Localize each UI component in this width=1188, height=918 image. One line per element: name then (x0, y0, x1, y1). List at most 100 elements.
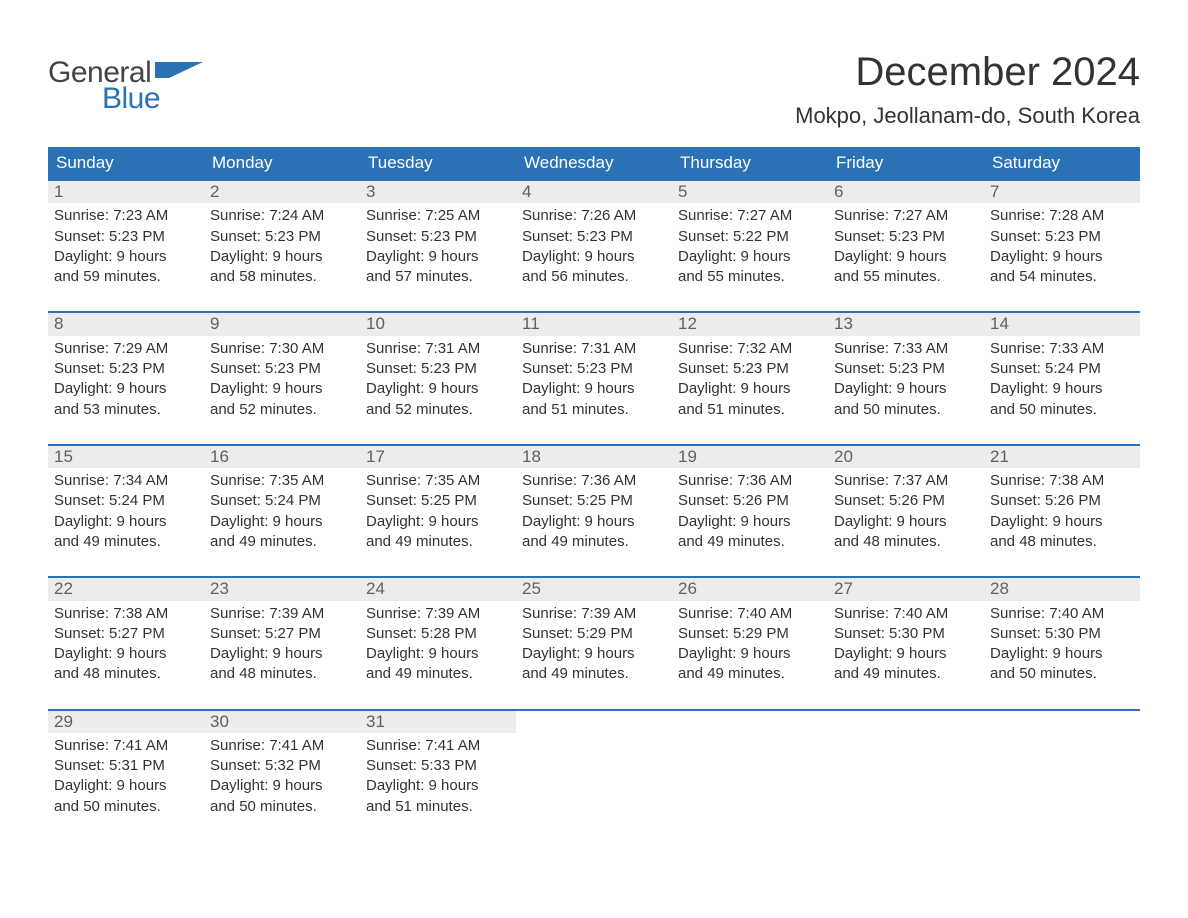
daylight-line-1: Daylight: 9 hours (834, 247, 978, 267)
daylight-line-2: and 50 minutes. (990, 664, 1134, 684)
day-cell: 2Sunrise: 7:24 AMSunset: 5:23 PMDaylight… (204, 181, 360, 289)
sunset-line: Sunset: 5:25 PM (366, 491, 510, 511)
day-body: Sunrise: 7:35 AMSunset: 5:24 PMDaylight:… (204, 468, 360, 554)
sunrise-line: Sunrise: 7:38 AM (54, 604, 198, 624)
week-row: 29Sunrise: 7:41 AMSunset: 5:31 PMDayligh… (48, 709, 1140, 819)
sunrise-line: Sunrise: 7:23 AM (54, 206, 198, 226)
day-number: 6 (828, 181, 984, 203)
sunset-line: Sunset: 5:27 PM (210, 624, 354, 644)
day-number: 18 (516, 446, 672, 468)
day-number: 9 (204, 313, 360, 335)
daylight-line-1: Daylight: 9 hours (366, 247, 510, 267)
day-cell: 21Sunrise: 7:38 AMSunset: 5:26 PMDayligh… (984, 446, 1140, 554)
daylight-line-1: Daylight: 9 hours (210, 247, 354, 267)
day-body: Sunrise: 7:39 AMSunset: 5:27 PMDaylight:… (204, 601, 360, 687)
daylight-line-2: and 48 minutes. (834, 532, 978, 552)
sunrise-line: Sunrise: 7:41 AM (54, 736, 198, 756)
day-body: Sunrise: 7:27 AMSunset: 5:23 PMDaylight:… (828, 203, 984, 289)
sunrise-line: Sunrise: 7:40 AM (990, 604, 1134, 624)
sunrise-line: Sunrise: 7:40 AM (834, 604, 978, 624)
sunset-line: Sunset: 5:23 PM (990, 227, 1134, 247)
daylight-line-1: Daylight: 9 hours (522, 644, 666, 664)
weekday-header-row: SundayMondayTuesdayWednesdayThursdayFrid… (48, 147, 1140, 179)
daylight-line-2: and 49 minutes. (834, 664, 978, 684)
day-number: 23 (204, 578, 360, 600)
day-cell: 14Sunrise: 7:33 AMSunset: 5:24 PMDayligh… (984, 313, 1140, 421)
day-cell: 17Sunrise: 7:35 AMSunset: 5:25 PMDayligh… (360, 446, 516, 554)
day-cell: 8Sunrise: 7:29 AMSunset: 5:23 PMDaylight… (48, 313, 204, 421)
day-body: Sunrise: 7:23 AMSunset: 5:23 PMDaylight:… (48, 203, 204, 289)
day-number: 16 (204, 446, 360, 468)
day-cell: 10Sunrise: 7:31 AMSunset: 5:23 PMDayligh… (360, 313, 516, 421)
daylight-line-1: Daylight: 9 hours (522, 247, 666, 267)
sunset-line: Sunset: 5:23 PM (366, 227, 510, 247)
daylight-line-1: Daylight: 9 hours (210, 776, 354, 796)
daylight-line-1: Daylight: 9 hours (990, 247, 1134, 267)
sunset-line: Sunset: 5:28 PM (366, 624, 510, 644)
day-number: 29 (48, 711, 204, 733)
sunset-line: Sunset: 5:30 PM (990, 624, 1134, 644)
daylight-line-1: Daylight: 9 hours (678, 644, 822, 664)
day-body: Sunrise: 7:29 AMSunset: 5:23 PMDaylight:… (48, 336, 204, 422)
empty-day (516, 711, 672, 733)
empty-day (672, 711, 828, 733)
sunrise-line: Sunrise: 7:34 AM (54, 471, 198, 491)
sunset-line: Sunset: 5:26 PM (990, 491, 1134, 511)
daylight-line-2: and 49 minutes. (210, 532, 354, 552)
day-body: Sunrise: 7:39 AMSunset: 5:28 PMDaylight:… (360, 601, 516, 687)
daylight-line-1: Daylight: 9 hours (210, 644, 354, 664)
daylight-line-2: and 59 minutes. (54, 267, 198, 287)
daylight-line-2: and 49 minutes. (366, 664, 510, 684)
day-body: Sunrise: 7:36 AMSunset: 5:26 PMDaylight:… (672, 468, 828, 554)
sunset-line: Sunset: 5:26 PM (834, 491, 978, 511)
day-number: 27 (828, 578, 984, 600)
daylight-line-1: Daylight: 9 hours (522, 512, 666, 532)
day-number: 10 (360, 313, 516, 335)
sunset-line: Sunset: 5:27 PM (54, 624, 198, 644)
day-number: 2 (204, 181, 360, 203)
sunrise-line: Sunrise: 7:35 AM (366, 471, 510, 491)
sunset-line: Sunset: 5:24 PM (990, 359, 1134, 379)
day-cell: 1Sunrise: 7:23 AMSunset: 5:23 PMDaylight… (48, 181, 204, 289)
sunset-line: Sunset: 5:23 PM (210, 359, 354, 379)
day-cell: 4Sunrise: 7:26 AMSunset: 5:23 PMDaylight… (516, 181, 672, 289)
day-body: Sunrise: 7:31 AMSunset: 5:23 PMDaylight:… (360, 336, 516, 422)
sunset-line: Sunset: 5:23 PM (210, 227, 354, 247)
sunrise-line: Sunrise: 7:41 AM (210, 736, 354, 756)
daylight-line-1: Daylight: 9 hours (210, 512, 354, 532)
sunset-line: Sunset: 5:23 PM (522, 227, 666, 247)
daylight-line-1: Daylight: 9 hours (366, 379, 510, 399)
day-cell: 20Sunrise: 7:37 AMSunset: 5:26 PMDayligh… (828, 446, 984, 554)
day-number: 20 (828, 446, 984, 468)
day-cell: 30Sunrise: 7:41 AMSunset: 5:32 PMDayligh… (204, 711, 360, 819)
daylight-line-1: Daylight: 9 hours (366, 644, 510, 664)
daylight-line-1: Daylight: 9 hours (990, 512, 1134, 532)
day-body: Sunrise: 7:34 AMSunset: 5:24 PMDaylight:… (48, 468, 204, 554)
sunrise-line: Sunrise: 7:31 AM (522, 339, 666, 359)
day-cell: 31Sunrise: 7:41 AMSunset: 5:33 PMDayligh… (360, 711, 516, 819)
day-number: 14 (984, 313, 1140, 335)
daylight-line-1: Daylight: 9 hours (54, 247, 198, 267)
day-cell: 26Sunrise: 7:40 AMSunset: 5:29 PMDayligh… (672, 578, 828, 686)
title-block: December 2024 Mokpo, Jeollanam-do, South… (795, 50, 1140, 129)
sunset-line: Sunset: 5:26 PM (678, 491, 822, 511)
day-number: 25 (516, 578, 672, 600)
daylight-line-2: and 50 minutes. (210, 797, 354, 817)
day-number: 5 (672, 181, 828, 203)
daylight-line-2: and 49 minutes. (678, 664, 822, 684)
daylight-line-1: Daylight: 9 hours (366, 512, 510, 532)
day-body: Sunrise: 7:31 AMSunset: 5:23 PMDaylight:… (516, 336, 672, 422)
sunset-line: Sunset: 5:25 PM (522, 491, 666, 511)
sunset-line: Sunset: 5:29 PM (678, 624, 822, 644)
day-cell: 22Sunrise: 7:38 AMSunset: 5:27 PMDayligh… (48, 578, 204, 686)
logo: General Blue (48, 50, 203, 116)
sunset-line: Sunset: 5:23 PM (54, 359, 198, 379)
daylight-line-1: Daylight: 9 hours (678, 512, 822, 532)
day-cell: 25Sunrise: 7:39 AMSunset: 5:29 PMDayligh… (516, 578, 672, 686)
day-number: 15 (48, 446, 204, 468)
sunset-line: Sunset: 5:23 PM (678, 359, 822, 379)
empty-day (984, 711, 1140, 733)
day-cell (828, 711, 984, 819)
day-body: Sunrise: 7:40 AMSunset: 5:30 PMDaylight:… (828, 601, 984, 687)
day-number: 13 (828, 313, 984, 335)
